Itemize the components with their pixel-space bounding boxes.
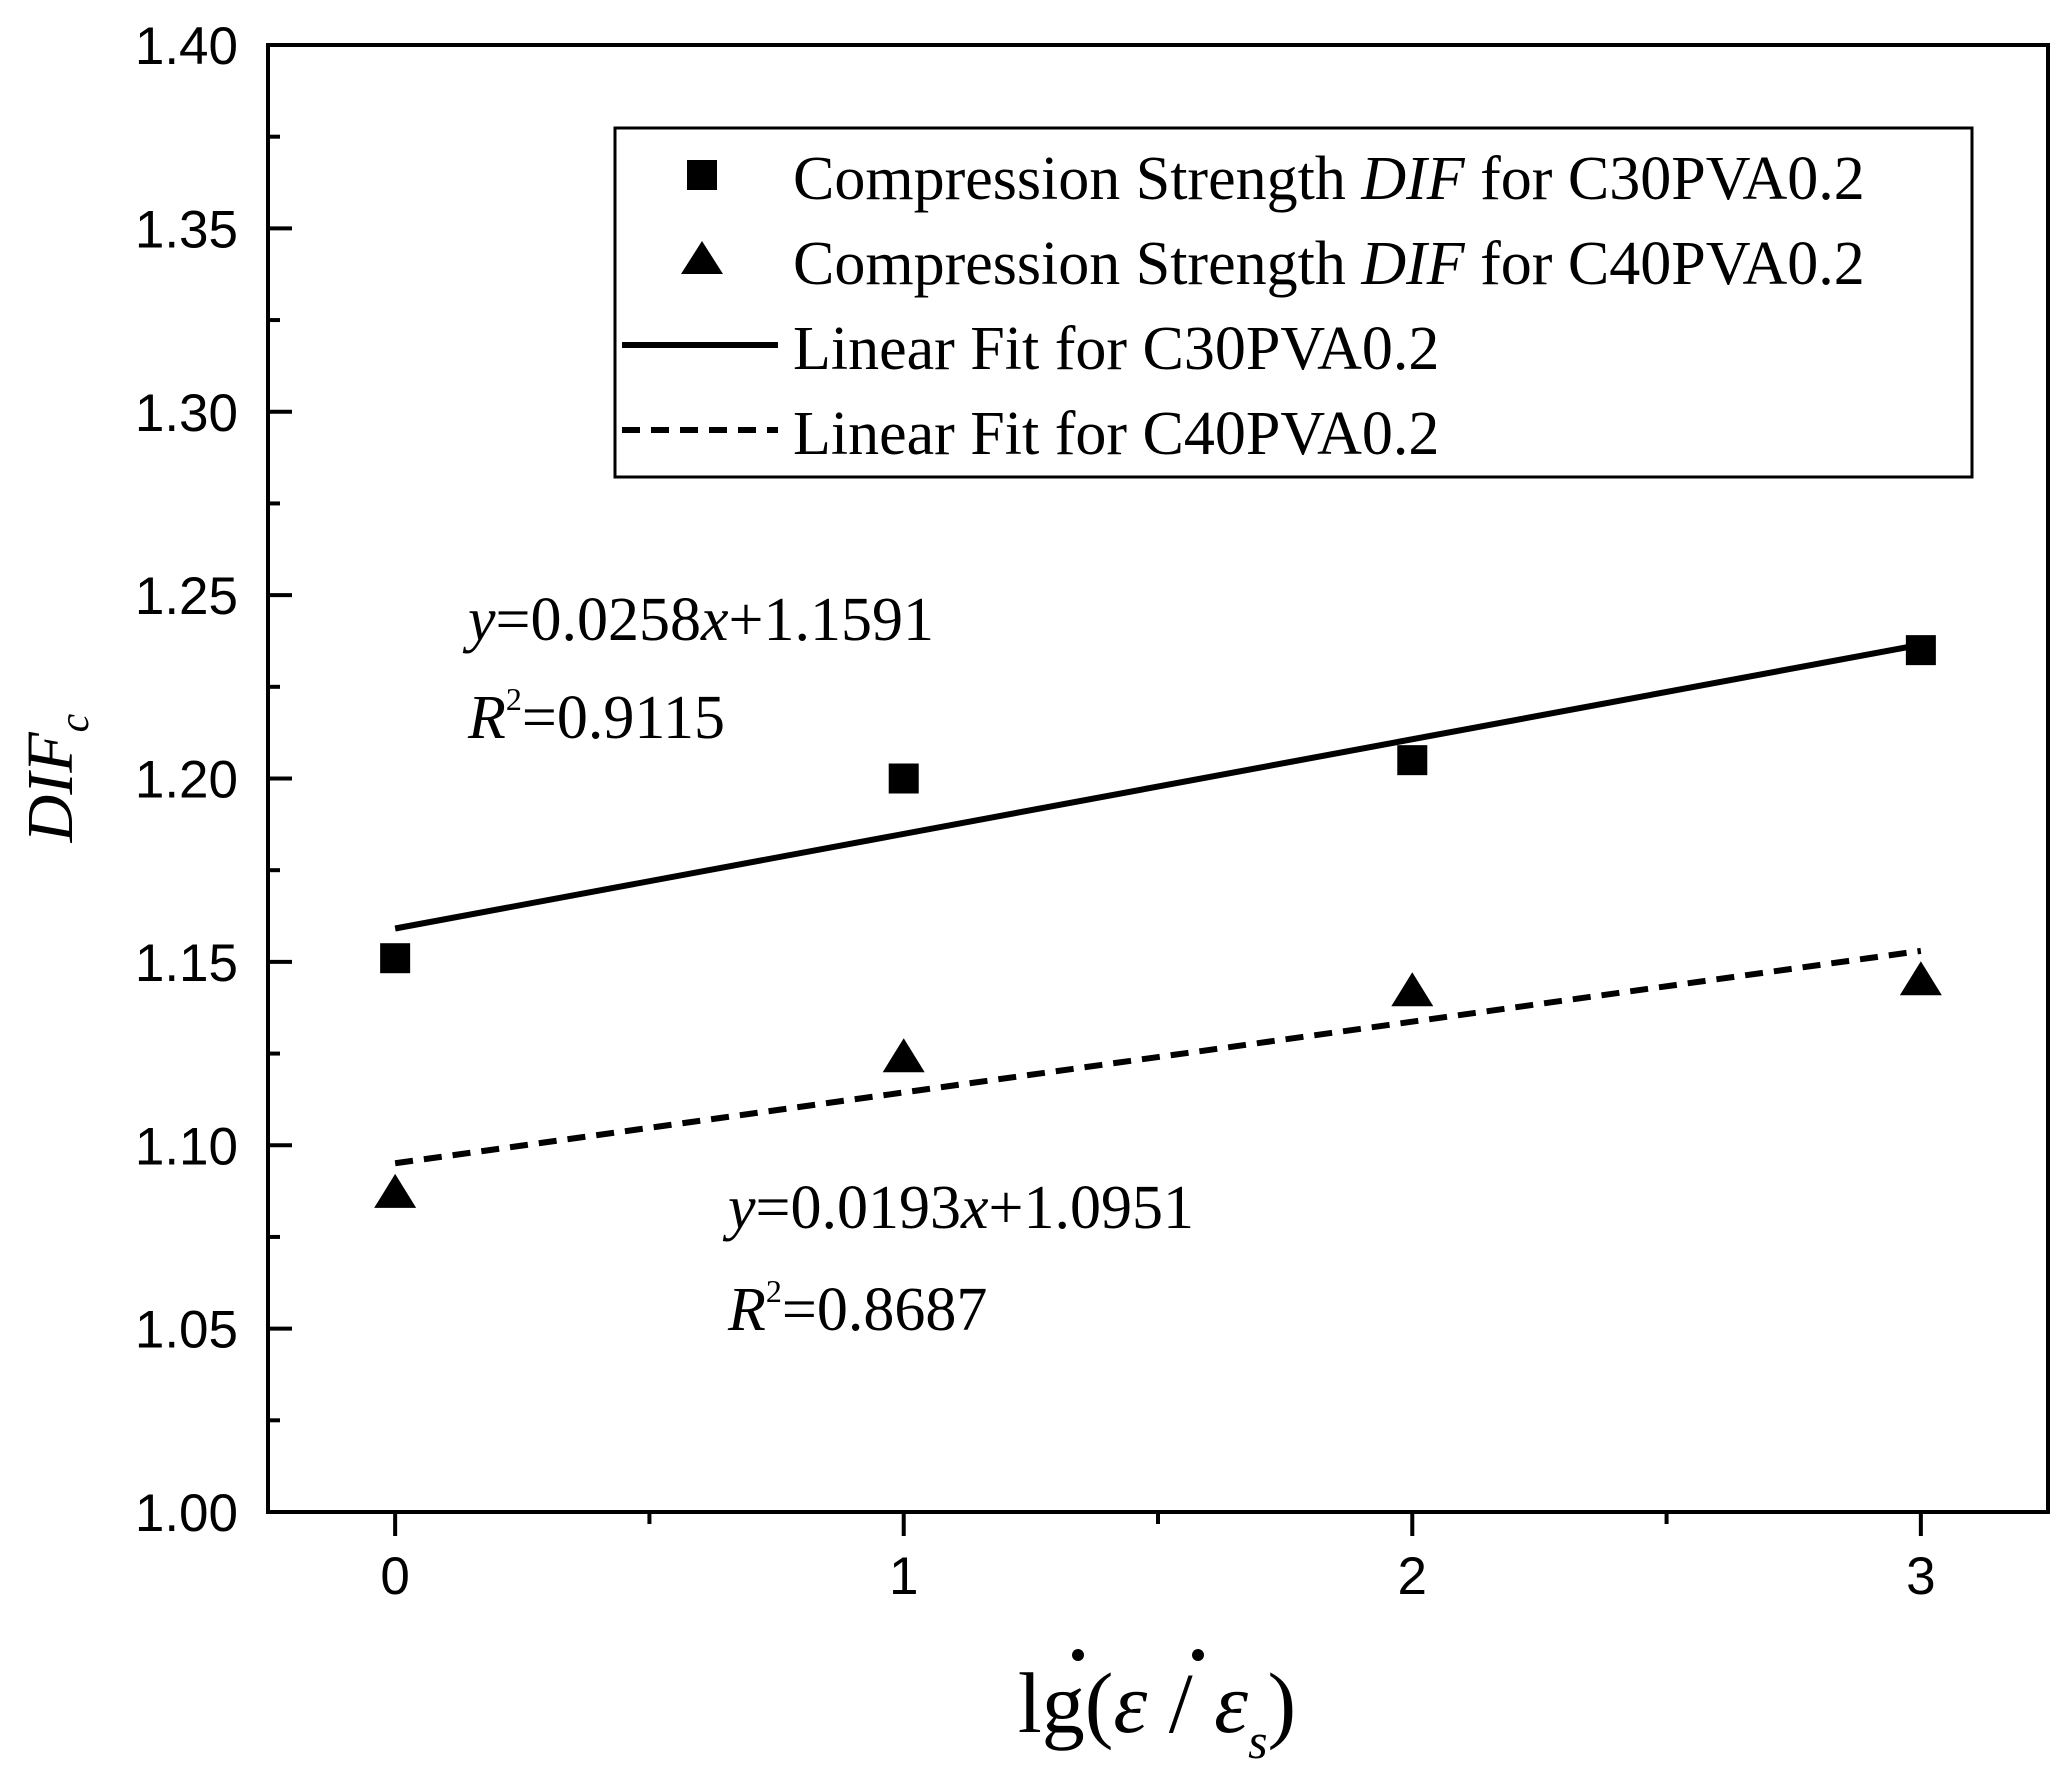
point-c30 bbox=[888, 763, 919, 794]
y-axis-label-main: DIF bbox=[14, 732, 87, 844]
point-c40 bbox=[374, 1173, 417, 1208]
x-axis-label-eps2: ε bbox=[1214, 1655, 1248, 1751]
legend-label-c30-fit: Linear Fit for C30PVA0.2 bbox=[793, 315, 1439, 383]
legend-marker-square bbox=[687, 160, 717, 190]
y-tick-label: 1.35 bbox=[135, 200, 238, 259]
fit-r2-c40: R2=0.8687 bbox=[727, 1273, 987, 1344]
x-axis-label-eps: ε bbox=[1113, 1655, 1147, 1751]
fit-r2-c40-sup: 2 bbox=[766, 1273, 782, 1309]
fit-r2-c30-sup: 2 bbox=[506, 681, 522, 717]
x-tick-label: 0 bbox=[380, 1547, 409, 1606]
y-tick-label: 1.05 bbox=[135, 1301, 238, 1360]
fit-line-c40 bbox=[394, 947, 1922, 1167]
legend: Compression Strength DIF for C30PVA0.2 C… bbox=[613, 126, 1974, 479]
point-c40 bbox=[1899, 961, 1942, 996]
fit-equation-c30-x: x bbox=[700, 586, 729, 654]
legend-label-c30-points-a: Compression Strength bbox=[793, 145, 1361, 213]
legend-label-c40-points-dif: DIF bbox=[1360, 230, 1465, 298]
legend-label-c30-points-dif: DIF bbox=[1360, 145, 1465, 213]
y-tick-label: 1.40 bbox=[135, 17, 238, 76]
point-c30 bbox=[1905, 635, 1936, 666]
fit-line-c30 bbox=[394, 641, 1922, 932]
x-tick-label: 2 bbox=[1398, 1547, 1427, 1606]
fit-equation-c40: y=0.0193x+1.0951 bbox=[722, 1174, 1194, 1242]
point-c40 bbox=[1391, 972, 1434, 1007]
legend-label-c40-points-b: for C40PVA0.2 bbox=[1465, 230, 1865, 298]
fit-equation-c40-x: x bbox=[960, 1174, 989, 1242]
fit-equation-c40-rest: +1.0951 bbox=[989, 1174, 1194, 1242]
y-tick-label: 1.10 bbox=[135, 1117, 238, 1176]
point-c40 bbox=[882, 1038, 925, 1073]
data-markers bbox=[374, 635, 1942, 1208]
y-tick-label: 1.30 bbox=[135, 384, 238, 443]
fit-equation-c30: y=0.0258x+1.1591 bbox=[462, 586, 934, 654]
y-tick-label: 1.25 bbox=[135, 567, 238, 626]
x-tick-label: 1 bbox=[889, 1547, 918, 1606]
legend-marker-triangle bbox=[681, 241, 723, 274]
fit-equation-c30-y: y bbox=[462, 586, 496, 654]
x-axis-label-dot-2 bbox=[1192, 1649, 1204, 1661]
y-tick-label: 1.20 bbox=[135, 751, 238, 810]
point-c30 bbox=[380, 943, 411, 974]
legend-label-c40-fit: Linear Fit for C40PVA0.2 bbox=[793, 400, 1439, 468]
x-axis-label-suffix: ) bbox=[1268, 1655, 1297, 1751]
fit-r2-c30-value: =0.9115 bbox=[522, 684, 725, 752]
x-axis-label-slash: / bbox=[1147, 1655, 1214, 1751]
y-axis: 1.00 1.05 1.10 1.15 1.20 1.25 1.30 1.35 1.40 bbox=[135, 17, 292, 1543]
fit-r2-c40-value: =0.8687 bbox=[782, 1276, 987, 1344]
fit-equation-c30-rest: +1.1591 bbox=[729, 586, 934, 654]
fit-lines bbox=[394, 641, 1922, 1167]
x-axis-label-dot-1 bbox=[1072, 1649, 1084, 1661]
fit-r2-c30: R2=0.9115 bbox=[467, 681, 725, 752]
y-tick-label: 1.15 bbox=[135, 934, 238, 993]
y-tick-label: 1.00 bbox=[135, 1484, 238, 1543]
legend-label-c30-points-b: for C30PVA0.2 bbox=[1465, 145, 1865, 213]
fit-equation-c30-eq: =0.0258 bbox=[496, 586, 701, 654]
y-axis-label: DIFc bbox=[14, 713, 98, 843]
fit-r2-c40-r: R bbox=[727, 1276, 766, 1344]
legend-label-c30-points: Compression Strength DIF for C30PVA0.2 bbox=[793, 145, 1865, 213]
y-axis-label-sub: c bbox=[52, 713, 98, 732]
point-c30 bbox=[1397, 745, 1428, 776]
fit-equation-c40-eq: =0.0193 bbox=[756, 1174, 961, 1242]
x-axis-label: lg(ε / εs) bbox=[1018, 1655, 1296, 1769]
x-axis-label-prefix: lg( bbox=[1018, 1655, 1114, 1751]
fit-r2-c30-r: R bbox=[467, 684, 506, 752]
x-tick-label: 3 bbox=[1906, 1547, 1935, 1606]
legend-label-c40-points-a: Compression Strength bbox=[793, 230, 1361, 298]
legend-box bbox=[613, 126, 1974, 479]
x-axis-label-sub: s bbox=[1248, 1713, 1267, 1769]
legend-label-c40-points: Compression Strength DIF for C40PVA0.2 bbox=[793, 230, 1865, 298]
x-axis: 0 1 2 3 bbox=[380, 1512, 1936, 1606]
fit-equation-c40-y: y bbox=[722, 1174, 756, 1242]
